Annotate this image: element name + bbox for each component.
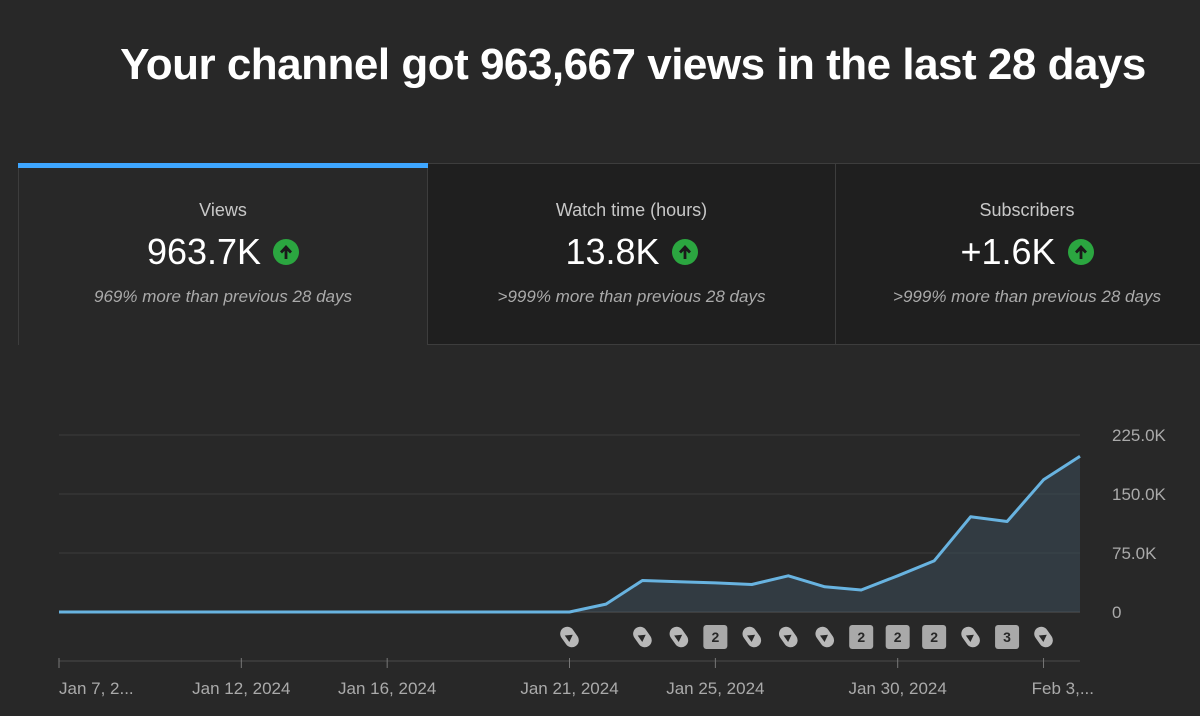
shorts-icon — [961, 626, 980, 648]
tab-subscribers[interactable]: Subscribers +1.6K >999% more than previo… — [836, 163, 1200, 345]
data-point — [240, 611, 243, 614]
upload-count-badge: 2 — [885, 625, 910, 649]
tab-value: 963.7K — [146, 231, 300, 273]
shorts-icon-play — [819, 634, 829, 642]
arrow-up-icon — [1067, 239, 1094, 265]
data-point — [313, 611, 316, 614]
metric-value: 13.8K — [565, 231, 660, 272]
x-tick-label: Jan 12, 2024 — [192, 679, 290, 698]
tab-value: +1.6K — [960, 231, 1094, 273]
shorts-icon — [1034, 626, 1053, 648]
data-point — [969, 515, 972, 518]
tab-label: Subscribers — [979, 200, 1075, 220]
badge-box — [703, 625, 728, 649]
data-point — [1006, 520, 1009, 523]
tab-value: 13.8K — [565, 231, 698, 273]
data-point — [860, 588, 863, 591]
shorts-icon-play — [1038, 634, 1047, 642]
data-point — [532, 611, 535, 614]
data-point — [349, 611, 352, 614]
shorts-icon — [669, 626, 689, 648]
views-chart[interactable]: 0 75.0K 150.0K 225.0K 2 2 2 2 3 Jan 7, 2... Jan 12… — [0, 360, 1200, 716]
badge-box — [922, 625, 947, 649]
data-point — [495, 611, 498, 614]
data-point — [896, 574, 899, 577]
badge-count: 2 — [930, 629, 938, 645]
upload-count-badge: 3 — [995, 625, 1020, 649]
shorts-icon — [742, 626, 762, 648]
shorts-icon — [633, 626, 652, 648]
data-point — [94, 611, 97, 614]
metric-value: +1.6K — [960, 231, 1056, 272]
tab-label: Watch time (hours) — [555, 200, 708, 220]
metric-value: 963.7K — [146, 231, 262, 272]
tab-views[interactable]: Views 963.7K 969% more than previous 28 … — [18, 163, 428, 345]
shorts-icon-play — [674, 634, 683, 642]
data-point — [604, 603, 607, 606]
arrow-up-icon — [671, 239, 698, 265]
data-point — [823, 585, 826, 588]
y-tick-label: 75.0K — [1112, 544, 1157, 563]
shorts-icon-play — [564, 634, 573, 642]
views-area — [59, 456, 1080, 612]
x-tick-label: Feb 3,... — [1032, 679, 1094, 698]
x-tick-label: Jan 30, 2024 — [849, 679, 947, 698]
y-tick-label: 225.0K — [1112, 426, 1167, 445]
views-line — [59, 454, 1081, 614]
data-point — [58, 611, 61, 614]
data-point — [459, 611, 462, 614]
page-title: Your channel got 963,667 views in the la… — [120, 40, 1146, 89]
y-tick-label: 150.0K — [1112, 485, 1167, 504]
badge-box — [995, 625, 1020, 649]
upload-count-badge: 2 — [849, 625, 874, 649]
shorts-icon — [560, 626, 579, 648]
badge-count: 2 — [894, 629, 902, 645]
shorts-icon — [815, 626, 835, 648]
data-point — [641, 579, 644, 582]
tab-comparison: >999% more than previous 28 days — [893, 287, 1161, 306]
x-tick-label: Jan 21, 2024 — [520, 679, 618, 698]
data-point — [677, 580, 680, 583]
tab-label: Views — [199, 200, 247, 220]
data-point — [1079, 455, 1082, 458]
metric-tabs: Views 963.7K 969% more than previous 28 … — [18, 163, 1200, 345]
tab-watch-time[interactable]: Watch time (hours) 13.8K >999% more than… — [428, 163, 836, 345]
tab-comparison: 969% more than previous 28 days — [94, 287, 352, 306]
selected-tab-indicator — [18, 163, 428, 168]
data-point — [167, 611, 170, 614]
data-point — [203, 611, 206, 614]
shorts-icon-play — [637, 634, 646, 642]
shorts-icon-play — [747, 634, 756, 642]
tab-comparison: >999% more than previous 28 days — [497, 287, 766, 306]
shorts-icon — [778, 626, 798, 648]
data-point — [787, 574, 790, 577]
badge-count: 2 — [711, 629, 719, 645]
badge-box — [849, 625, 874, 649]
y-tick-label: 0 — [1112, 603, 1121, 622]
data-point — [568, 611, 571, 614]
data-point — [422, 611, 425, 614]
badge-count: 3 — [1003, 629, 1011, 645]
shorts-icon-play — [965, 634, 974, 642]
data-point — [1042, 478, 1045, 481]
data-point — [933, 559, 936, 562]
x-tick-label: Jan 25, 2024 — [666, 679, 764, 698]
upload-count-badge: 2 — [703, 625, 728, 649]
badge-box — [885, 625, 910, 649]
arrow-up-icon — [273, 239, 300, 265]
data-point — [276, 611, 279, 614]
x-tick-label: Jan 7, 2... — [59, 679, 134, 698]
upload-count-badge: 2 — [922, 625, 947, 649]
data-point — [714, 581, 717, 584]
shorts-icon-play — [783, 634, 792, 642]
badge-count: 2 — [857, 629, 865, 645]
x-tick-label: Jan 16, 2024 — [338, 679, 436, 698]
data-point — [130, 611, 133, 614]
data-point — [386, 611, 389, 614]
data-point — [750, 583, 753, 586]
